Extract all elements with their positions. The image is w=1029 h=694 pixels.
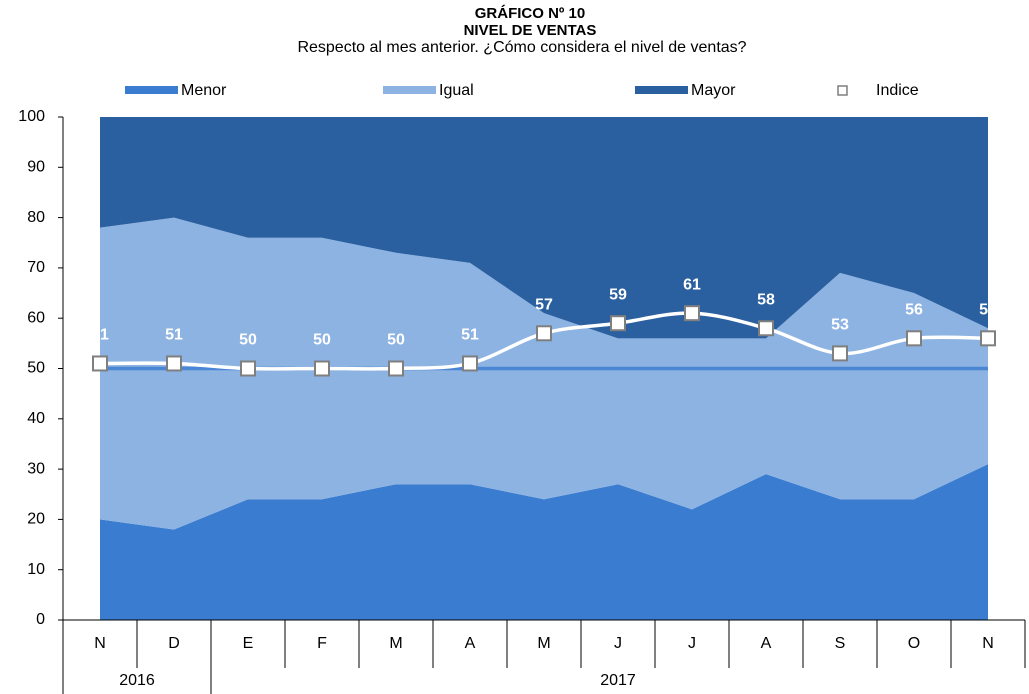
legend-swatch xyxy=(635,86,688,94)
data-label: 58 xyxy=(757,291,775,308)
y-tick-label: 90 xyxy=(27,159,45,176)
y-tick-label: 10 xyxy=(27,561,45,578)
x-tick-label: J xyxy=(688,635,696,652)
legend-marker xyxy=(837,85,848,96)
x-tick-label: A xyxy=(761,635,772,652)
legend-label: Igual xyxy=(439,82,474,99)
year-label: 2017 xyxy=(600,672,636,689)
x-tick-label: S xyxy=(835,635,846,652)
index-marker xyxy=(832,345,848,362)
legend-swatch xyxy=(383,86,436,94)
y-tick-label: 30 xyxy=(27,460,45,477)
index-marker xyxy=(166,355,182,372)
y-tick-label: 70 xyxy=(27,259,45,276)
y-tick-label: 0 xyxy=(36,611,45,628)
legend-label: Menor xyxy=(181,82,227,99)
legend-label: Mayor xyxy=(691,82,736,99)
data-label: 56 xyxy=(979,302,997,319)
data-label: 56 xyxy=(905,302,923,319)
x-tick-label: A xyxy=(465,635,476,652)
x-tick-label: M xyxy=(389,635,402,652)
x-tick-label: E xyxy=(243,635,254,652)
data-label: 51 xyxy=(461,327,479,344)
index-marker xyxy=(758,320,774,337)
chart-question: Respecto al mes anterior. ¿Cómo consider… xyxy=(297,39,746,56)
x-tick-label: N xyxy=(982,635,994,652)
area xyxy=(100,217,988,530)
y-tick-label: 100 xyxy=(18,108,45,125)
x-tick-label: D xyxy=(168,635,180,652)
index-marker xyxy=(684,305,700,322)
data-label: 59 xyxy=(609,286,627,303)
x-tick-label: N xyxy=(94,635,106,652)
index-marker xyxy=(906,330,922,347)
y-tick-label: 40 xyxy=(27,410,45,427)
data-label: 51 xyxy=(165,327,183,344)
x-tick-label: F xyxy=(317,635,327,652)
index-marker xyxy=(536,325,552,342)
x-tick-label: J xyxy=(614,635,622,652)
legend-label: Indice xyxy=(876,82,919,99)
area xyxy=(100,464,988,620)
y-tick-label: 20 xyxy=(27,511,45,528)
index-marker xyxy=(240,360,256,377)
y-tick-label: 60 xyxy=(27,309,45,326)
data-label: 57 xyxy=(535,297,553,314)
index-marker xyxy=(462,355,478,372)
data-label: 53 xyxy=(831,317,849,334)
data-label: 51 xyxy=(91,327,109,344)
area xyxy=(100,117,988,339)
legend-swatch xyxy=(125,86,178,94)
x-tick-label: M xyxy=(537,635,550,652)
y-tick-label: 80 xyxy=(27,209,45,226)
chart-subtitle: NIVEL DE VENTAS xyxy=(464,22,597,39)
index-marker xyxy=(980,330,996,347)
y-tick-label: 50 xyxy=(27,360,45,377)
data-label: 50 xyxy=(313,332,331,349)
data-label: 50 xyxy=(239,332,257,349)
index-marker xyxy=(388,360,404,377)
year-label: 2016 xyxy=(119,672,155,689)
index-marker xyxy=(610,315,626,332)
data-label: 50 xyxy=(387,332,405,349)
data-label: 61 xyxy=(683,276,701,293)
index-marker xyxy=(92,355,108,372)
chart-title: GRÁFICO Nº 10 xyxy=(475,5,586,22)
x-tick-label: O xyxy=(908,635,920,652)
index-marker xyxy=(314,360,330,377)
